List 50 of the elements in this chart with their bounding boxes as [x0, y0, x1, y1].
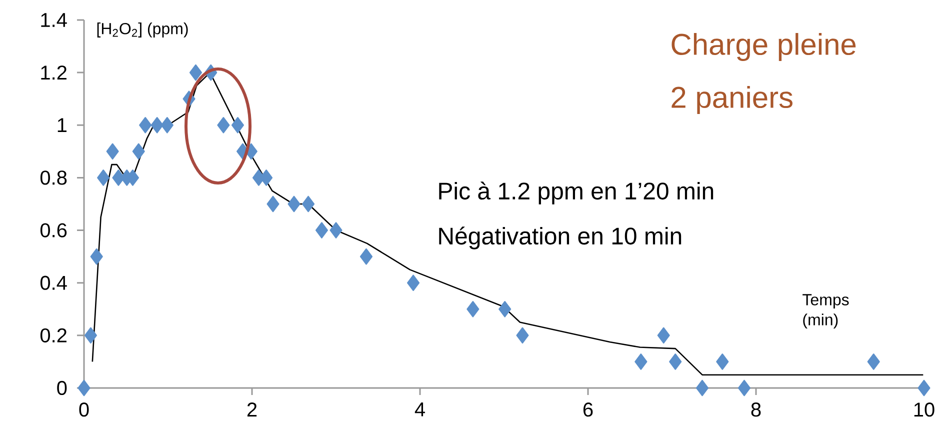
- y-tick-label: 0: [57, 380, 67, 396]
- point: [189, 64, 202, 81]
- point: [657, 327, 670, 344]
- point: [696, 380, 709, 396]
- point: [466, 300, 480, 318]
- point: [716, 354, 729, 370]
- x-tick-label: 0: [79, 402, 89, 417]
- y-tick-label: 0.4: [40, 276, 67, 290]
- point: [498, 300, 512, 318]
- y-tick-label: 0.6: [40, 223, 67, 238]
- x-tick-label: 4: [414, 402, 425, 416]
- chart-title: Charge pleine: [672, 33, 856, 61]
- y-axis-title: [H$_{2}$O$_{2}$] (ppm): [97, 22, 188, 38]
- point: [918, 380, 930, 396]
- point: [360, 248, 373, 265]
- point: [330, 222, 342, 238]
- x-tick-label: 10: [914, 402, 934, 417]
- point: [288, 196, 300, 212]
- point: [90, 248, 103, 265]
- y-tick-label: 0.8: [40, 170, 67, 185]
- point: [217, 116, 230, 134]
- point: [867, 354, 880, 370]
- text: 2 paniers: [672, 86, 792, 114]
- point: [97, 170, 110, 186]
- x-tick-label: 6: [583, 402, 593, 417]
- y-tick-label: 1: [58, 118, 67, 132]
- point: [669, 354, 682, 370]
- point: [139, 116, 152, 134]
- point: [150, 116, 164, 134]
- x-tick-label: 8: [751, 402, 761, 417]
- point: [302, 196, 315, 212]
- y-tick-label: 0.2: [40, 328, 66, 342]
- point: [516, 327, 529, 344]
- point: [160, 116, 174, 134]
- point: [84, 327, 98, 344]
- y-tick-label: 1.4: [41, 13, 67, 27]
- point: [78, 380, 90, 396]
- x-axis-title: Temps (min): [802, 294, 849, 329]
- point: [634, 354, 648, 370]
- x-tick-label: 2: [247, 402, 257, 416]
- y-tick-label: 1.2: [41, 66, 66, 80]
- point: [132, 143, 145, 160]
- point: [407, 274, 420, 291]
- point: [315, 222, 328, 238]
- annotation: Négativation en 10 min: [439, 226, 682, 250]
- point: [266, 196, 280, 212]
- point: [106, 143, 119, 160]
- annotation: Pic à 1.2 ppm en 1’20 min: [439, 182, 714, 204]
- point: [231, 116, 244, 134]
- point: [738, 380, 751, 396]
